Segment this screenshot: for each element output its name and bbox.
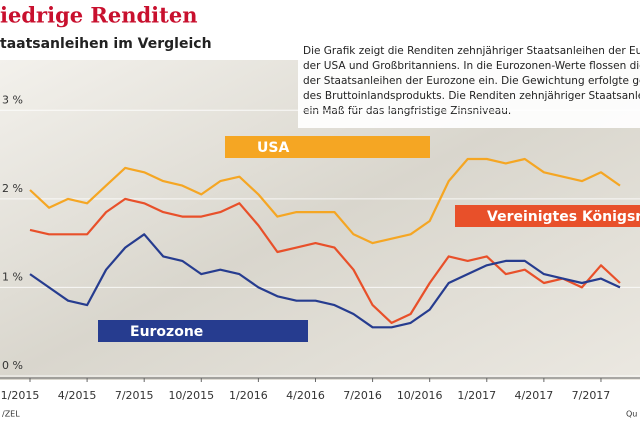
series-label: Vereinigtes Königsrei [487, 209, 640, 225]
description-line: der USA und Großbritanniens. In die Euro… [303, 60, 640, 72]
y-tick-label: 3 % [2, 93, 23, 106]
series-label: Eurozone [130, 324, 203, 340]
description-line: des Bruttoinlandsprodukts. Die Renditen … [303, 90, 640, 102]
x-tick-label: 7/2015 [115, 389, 154, 402]
series-label-box [225, 136, 430, 158]
series-line [29, 197, 621, 324]
x-tick-label: 1/2017 [457, 389, 496, 402]
x-tick-label: 1/2016 [229, 389, 268, 402]
x-tick-label: 7/2016 [343, 389, 382, 402]
credit-right: Qu [626, 410, 637, 419]
description-line: Die Grafik zeigt die Renditen zehnjährig… [303, 45, 640, 57]
x-tick-label: 4/2016 [286, 389, 325, 402]
credit-left: /ZEL [2, 410, 20, 419]
chart-subtitle: taatsanleihen im Vergleich [0, 36, 212, 52]
series-line [29, 157, 621, 245]
x-tick-label: 4/2015 [58, 389, 97, 402]
y-tick-label: 1 % [2, 270, 23, 283]
x-tick-label: 10/2015 [168, 389, 214, 402]
description-line: ein Maß für das langfristige Zinsniveau. [303, 105, 511, 117]
description-line: der Staatsanleihen der Eurozone ein. Die… [303, 75, 640, 87]
x-tick-label: 7/2017 [572, 389, 611, 402]
x-tick-label: 4/2017 [515, 389, 554, 402]
chart-title: iedrige Renditen [0, 3, 198, 28]
series-label-box [455, 205, 640, 227]
x-tick-label: 10/2016 [397, 389, 443, 402]
series-label: USA [257, 140, 289, 156]
series-line [29, 233, 621, 329]
y-tick-label: 0 % [2, 359, 23, 372]
series-label-box [98, 320, 308, 342]
x-tick-label: 1/2015 [1, 389, 40, 402]
description-box [298, 40, 640, 128]
y-tick-label: 2 % [2, 182, 23, 195]
